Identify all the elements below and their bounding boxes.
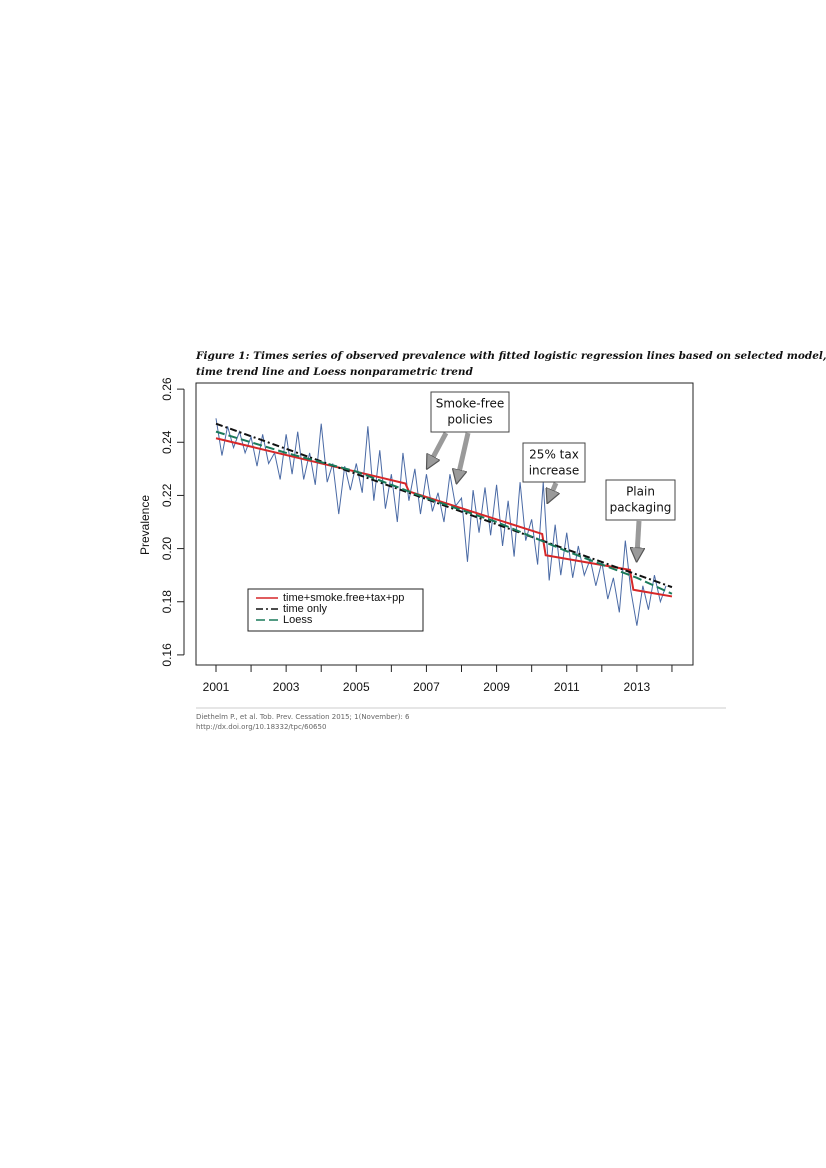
x-tick-label: 2013 (624, 680, 651, 694)
x-tick-label: 2001 (203, 680, 230, 694)
series-line (215, 430, 673, 595)
y-tick-label: 0.26 (160, 377, 174, 401)
y-tick-label: 0.16 (160, 643, 174, 667)
x-tick-label: 2011 (554, 680, 580, 694)
y-tick-label: 0.20 (160, 537, 174, 561)
annotation-text: policies (447, 413, 492, 427)
y-tick-label: 0.22 (160, 483, 174, 507)
annotation-text: increase (529, 464, 580, 478)
x-tick-label: 2003 (273, 680, 300, 694)
citation: Diethelm P., et al. Tob. Prev. Cessation… (196, 713, 410, 721)
figure-title: time trend line and Loess nonparametric … (196, 366, 474, 378)
arrows (430, 431, 639, 555)
figure-title: Figure 1: Times series of observed preva… (195, 350, 826, 362)
series-line (215, 437, 673, 598)
annotation-text: Smoke-free (436, 397, 505, 411)
legend-label: time+smoke.free+tax+pp (283, 592, 404, 604)
y-axis-label: Prevalence (138, 495, 152, 555)
y-tick-label: 0.18 (160, 590, 174, 614)
x-tick-label: 2007 (413, 680, 440, 694)
annotation-box (430, 391, 510, 433)
doi: http://dx.doi.org/10.18332/tpc/60650 (196, 723, 326, 731)
annotation-text: packaging (610, 501, 672, 515)
legend-label: Loess (283, 614, 313, 626)
legend-label: time only (283, 603, 328, 615)
y-tick-label: 0.24 (160, 430, 174, 454)
legend-box (247, 588, 424, 632)
annotation-box (605, 479, 676, 521)
annotation-text: 25% tax (529, 448, 579, 462)
x-tick-label: 2009 (483, 680, 510, 694)
annotation-text: Plain (626, 485, 655, 499)
series-line (215, 422, 673, 589)
annotation-box (522, 442, 586, 483)
x-tick-label: 2005 (343, 680, 370, 694)
